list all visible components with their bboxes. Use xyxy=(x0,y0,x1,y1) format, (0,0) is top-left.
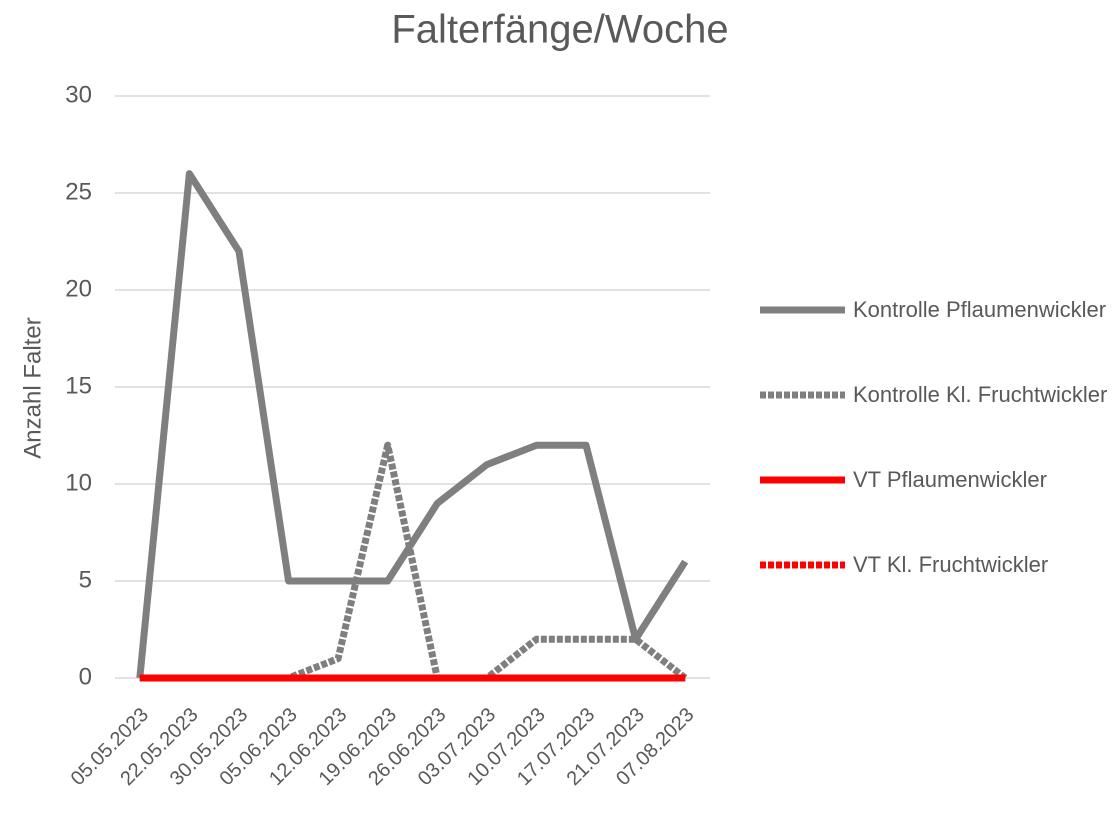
y-tick-label: 0 xyxy=(79,663,92,690)
legend-label: VT Kl. Fruchtwickler xyxy=(853,552,1049,577)
legend-label: VT Pflaumenwickler xyxy=(853,467,1047,492)
series-line xyxy=(136,170,689,679)
series-line xyxy=(139,441,688,682)
y-tick-label: 30 xyxy=(65,81,92,108)
legend-label: Kontrolle Kl. Fruchtwickler xyxy=(853,382,1108,407)
y-tick-label: 10 xyxy=(65,469,92,496)
y-tick-label: 5 xyxy=(79,566,92,593)
y-tick-label: 25 xyxy=(65,178,92,205)
chart-title: Falterfänge/Woche xyxy=(391,8,728,52)
y-tick-label: 20 xyxy=(65,275,92,302)
y-tick-label: 15 xyxy=(65,372,92,399)
y-axis-label: Anzahl Falter xyxy=(19,317,46,458)
legend-label: Kontrolle Pflaumenwickler xyxy=(853,297,1107,322)
